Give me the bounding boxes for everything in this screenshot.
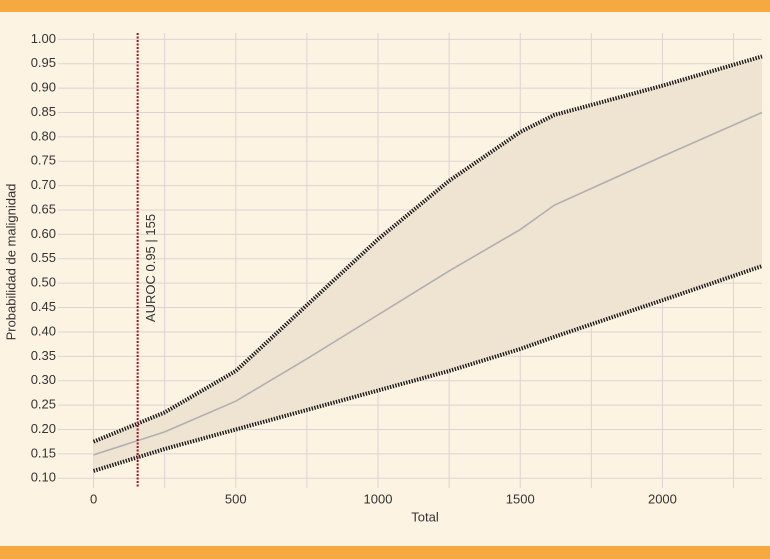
y-tick-label: 0.25 bbox=[31, 397, 56, 412]
y-tick-label: 0.30 bbox=[31, 372, 56, 387]
x-axis-label: Total bbox=[411, 509, 439, 524]
x-tick-label: 0 bbox=[90, 491, 97, 506]
y-tick-label: 0.50 bbox=[31, 275, 56, 290]
y-tick-label: 0.40 bbox=[31, 323, 56, 338]
y-tick-label: 0.35 bbox=[31, 348, 56, 363]
y-tick-label: 0.55 bbox=[31, 250, 56, 265]
x-tick-label: 1000 bbox=[364, 491, 393, 506]
top-bar bbox=[0, 0, 770, 12]
y-tick-label: 0.75 bbox=[31, 153, 56, 168]
y-tick-label: 1.00 bbox=[31, 31, 56, 46]
cutoff-label: AUROC 0.95 | 155 bbox=[143, 214, 158, 322]
y-tick-label: 0.20 bbox=[31, 421, 56, 436]
series-line bbox=[92, 54, 763, 444]
y-tick-label: 0.10 bbox=[31, 470, 56, 485]
y-tick-label: 0.65 bbox=[31, 201, 56, 216]
y-tick-label: 0.15 bbox=[31, 445, 56, 460]
y-tick-label: 0.80 bbox=[31, 128, 56, 143]
x-tick-label: 500 bbox=[225, 491, 247, 506]
y-tick-label: 0.85 bbox=[31, 104, 56, 119]
y-tick-label: 0.60 bbox=[31, 226, 56, 241]
x-tick-label: 2000 bbox=[648, 491, 677, 506]
series-line bbox=[93, 111, 763, 456]
y-axis-label: Probabilidad de malignidad bbox=[3, 184, 18, 341]
confidence-band bbox=[93, 56, 763, 471]
y-tick-label: 0.90 bbox=[31, 80, 56, 95]
y-tick-label: 0.45 bbox=[31, 299, 56, 314]
plot: 1.00 0.95 0.90 0.85 0.80 0.75 0.70 0.65 0.60 0.55… bbox=[31, 31, 763, 506]
bottom-bar bbox=[0, 546, 770, 559]
y-tick-label: 0.95 bbox=[31, 55, 56, 70]
x-tick-label: 1500 bbox=[506, 491, 535, 506]
y-tick-label: 0.70 bbox=[31, 177, 56, 192]
